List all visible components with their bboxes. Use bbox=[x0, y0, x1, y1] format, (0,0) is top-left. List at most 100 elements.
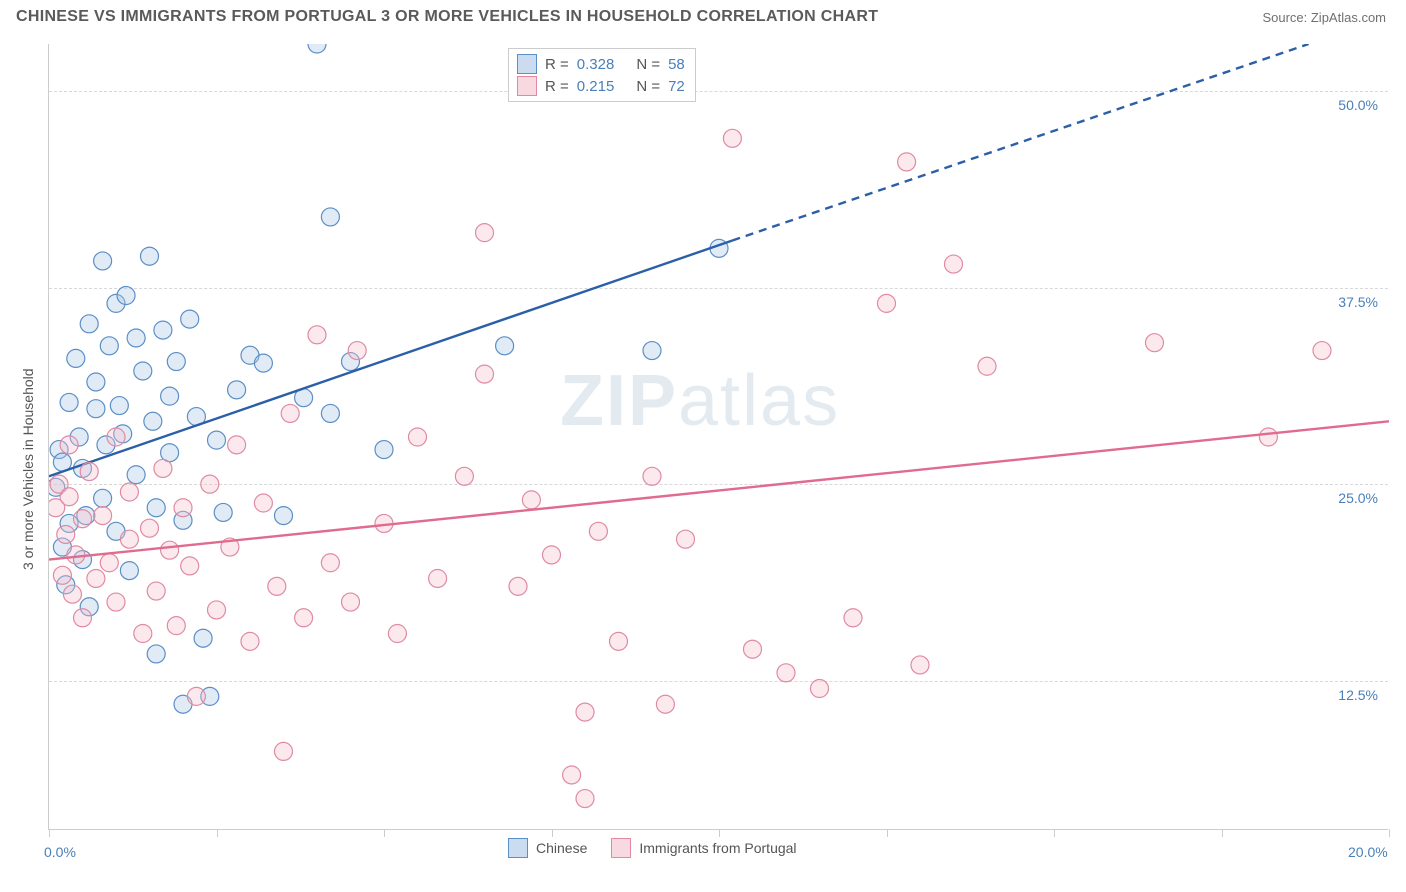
x-tick bbox=[1222, 829, 1223, 837]
data-point bbox=[134, 362, 152, 380]
data-point bbox=[67, 349, 85, 367]
data-point bbox=[878, 294, 896, 312]
data-point bbox=[777, 664, 795, 682]
stat-r-label: R = bbox=[545, 56, 569, 73]
scatter-chart: 12.5%25.0%37.5%50.0% bbox=[48, 44, 1388, 830]
data-point bbox=[496, 337, 514, 355]
data-point bbox=[275, 742, 293, 760]
data-point bbox=[268, 577, 286, 595]
stats-row: R = 0.328 N = 58 bbox=[517, 53, 685, 75]
data-point bbox=[110, 397, 128, 415]
data-point bbox=[911, 656, 929, 674]
legend-swatch bbox=[517, 76, 537, 96]
x-tick bbox=[49, 829, 50, 837]
data-point bbox=[144, 412, 162, 430]
x-tick bbox=[719, 829, 720, 837]
data-point bbox=[187, 687, 205, 705]
data-point bbox=[147, 645, 165, 663]
x-tick-label: 0.0% bbox=[44, 844, 76, 860]
stat-r-value: 0.328 bbox=[577, 56, 615, 73]
data-point bbox=[74, 609, 92, 627]
data-point bbox=[643, 467, 661, 485]
data-point bbox=[643, 342, 661, 360]
stat-r-value: 0.215 bbox=[577, 78, 615, 95]
stat-n-label: N = bbox=[636, 78, 660, 95]
trend-line bbox=[49, 241, 732, 477]
data-point bbox=[74, 510, 92, 528]
x-tick bbox=[217, 829, 218, 837]
data-point bbox=[60, 393, 78, 411]
data-point bbox=[201, 475, 219, 493]
data-point bbox=[522, 491, 540, 509]
data-point bbox=[744, 640, 762, 658]
stat-n-value: 58 bbox=[668, 56, 685, 73]
data-point bbox=[167, 353, 185, 371]
x-tick-label: 20.0% bbox=[1348, 844, 1388, 860]
data-point bbox=[342, 593, 360, 611]
data-point bbox=[181, 310, 199, 328]
trend-line bbox=[49, 421, 1389, 559]
data-point bbox=[228, 381, 246, 399]
data-point bbox=[576, 703, 594, 721]
data-point bbox=[844, 609, 862, 627]
data-point bbox=[174, 499, 192, 517]
data-point bbox=[409, 428, 427, 446]
data-point bbox=[281, 404, 299, 422]
data-point bbox=[509, 577, 527, 595]
data-point bbox=[1313, 342, 1331, 360]
stat-r-label: R = bbox=[545, 78, 569, 95]
data-point bbox=[154, 321, 172, 339]
data-point bbox=[100, 554, 118, 572]
series-legend: Chinese Immigrants from Portugal bbox=[508, 838, 797, 858]
legend-swatch bbox=[517, 54, 537, 74]
data-point bbox=[94, 252, 112, 270]
data-point bbox=[134, 625, 152, 643]
data-point bbox=[254, 354, 272, 372]
data-point bbox=[656, 695, 674, 713]
data-point bbox=[476, 224, 494, 242]
data-point bbox=[945, 255, 963, 273]
data-point bbox=[141, 247, 159, 265]
data-point bbox=[308, 326, 326, 344]
x-tick bbox=[552, 829, 553, 837]
data-point bbox=[141, 519, 159, 537]
data-point bbox=[154, 459, 172, 477]
data-point bbox=[208, 601, 226, 619]
data-point bbox=[348, 342, 366, 360]
source-label: Source: ZipAtlas.com bbox=[1262, 10, 1386, 25]
plot-svg bbox=[49, 44, 1389, 830]
data-point bbox=[275, 507, 293, 525]
data-point bbox=[228, 436, 246, 454]
data-point bbox=[120, 483, 138, 501]
data-point bbox=[214, 503, 232, 521]
data-point bbox=[589, 522, 607, 540]
x-tick bbox=[1389, 829, 1390, 837]
data-point bbox=[610, 632, 628, 650]
data-point bbox=[147, 582, 165, 600]
data-point bbox=[321, 208, 339, 226]
data-point bbox=[147, 499, 165, 517]
data-point bbox=[811, 680, 829, 698]
data-point bbox=[476, 365, 494, 383]
data-point bbox=[161, 541, 179, 559]
data-point bbox=[978, 357, 996, 375]
stats-row: R = 0.215N = 72 bbox=[517, 75, 685, 97]
legend-item: Immigrants from Portugal bbox=[611, 838, 796, 858]
data-point bbox=[543, 546, 561, 564]
data-point bbox=[80, 315, 98, 333]
data-point bbox=[677, 530, 695, 548]
data-point bbox=[429, 569, 447, 587]
data-point bbox=[321, 404, 339, 422]
stats-legend: R = 0.328N = 58R = 0.215N = 72 bbox=[508, 48, 696, 102]
data-point bbox=[321, 554, 339, 572]
data-point bbox=[60, 488, 78, 506]
data-point bbox=[194, 629, 212, 647]
legend-item: Chinese bbox=[508, 838, 587, 858]
data-point bbox=[254, 494, 272, 512]
data-point bbox=[87, 569, 105, 587]
data-point bbox=[87, 400, 105, 418]
stat-n-label: N = bbox=[636, 56, 660, 73]
legend-label: Immigrants from Portugal bbox=[639, 840, 796, 856]
data-point bbox=[120, 530, 138, 548]
data-point bbox=[120, 562, 138, 580]
